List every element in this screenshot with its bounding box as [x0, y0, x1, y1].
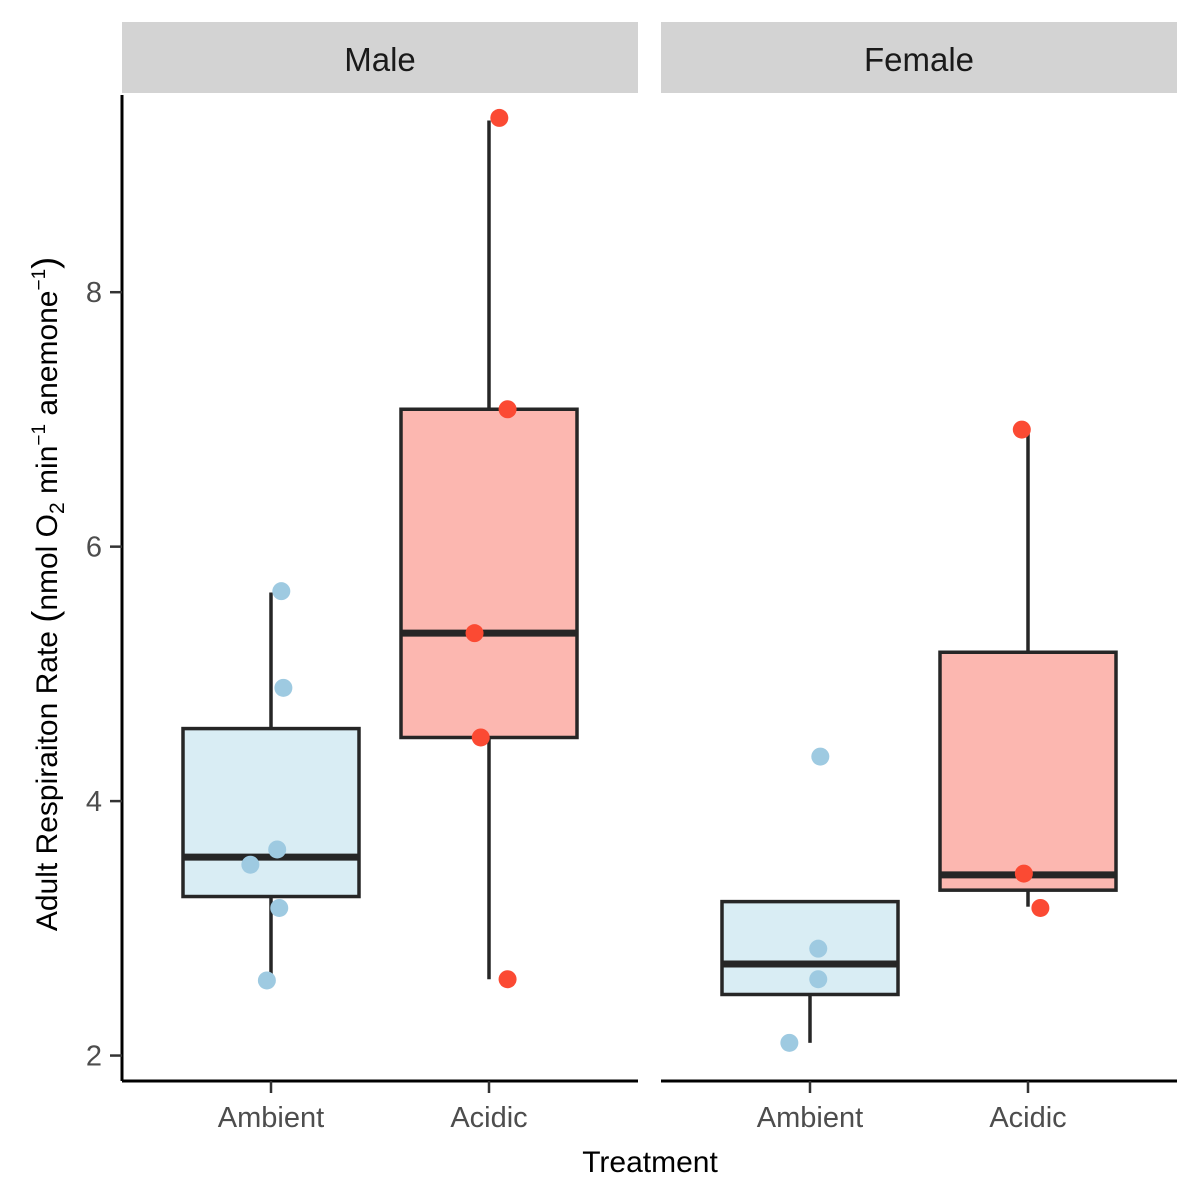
- y-tick-label: 4: [86, 786, 102, 818]
- data-point: [490, 108, 509, 127]
- data-point: [780, 1033, 799, 1052]
- y-title-min: min: [31, 446, 64, 503]
- data-point: [241, 855, 260, 874]
- facet-label: Male: [344, 41, 416, 78]
- y-tick-label: 8: [86, 277, 102, 309]
- box-group: [399, 108, 579, 989]
- panel-female: [720, 420, 1118, 1052]
- facet-strip-male: [122, 22, 638, 93]
- facet-strips: Male Female: [122, 22, 1177, 93]
- data-point: [1031, 898, 1050, 917]
- x-axis-title: Treatment: [582, 1146, 718, 1179]
- y-title-anemone: anemone: [31, 290, 64, 423]
- data-point: [809, 939, 828, 958]
- data-point: [811, 747, 830, 766]
- y-axis-title: Adult Respiraiton Rate (nmol O2 min−1 an…: [24, 257, 69, 931]
- facet-panels: [181, 108, 1118, 1052]
- data-point: [257, 971, 276, 990]
- data-point: [270, 898, 289, 917]
- data-point: [274, 678, 293, 697]
- x-tick-label: Ambient: [218, 1102, 324, 1134]
- data-point: [1012, 420, 1031, 439]
- data-point: [498, 970, 517, 989]
- data-point: [498, 400, 517, 419]
- x-tick-label: Acidic: [450, 1102, 527, 1134]
- x-axis: Ambient Acidic Ambient Acidic: [122, 1079, 1177, 1134]
- box-group: [181, 582, 361, 990]
- box-group: [938, 420, 1118, 917]
- y-title-pre: Adult Respiraiton Rate: [31, 623, 64, 932]
- facet-label: Female: [864, 41, 974, 78]
- y-title-nmol: nmol O: [31, 514, 64, 611]
- y-tick-label: 6: [86, 532, 102, 564]
- x-tick-label: Ambient: [757, 1102, 863, 1134]
- panel-male: [181, 108, 579, 990]
- iqr-box: [938, 650, 1118, 892]
- data-point: [809, 970, 828, 989]
- iqr-box: [399, 407, 579, 740]
- y-axis: 2 4 6 8: [86, 95, 124, 1081]
- data-point: [268, 840, 287, 859]
- x-tick-label: Acidic: [989, 1102, 1066, 1134]
- y-title-paren-close: ): [24, 257, 65, 269]
- data-point: [471, 728, 490, 747]
- iqr-box: [181, 726, 361, 899]
- data-point: [272, 582, 291, 601]
- facet-strip-female: [661, 22, 1177, 93]
- data-point: [465, 624, 484, 643]
- y-title-paren-open: (: [24, 611, 65, 623]
- y-tick-label: 2: [86, 1041, 102, 1073]
- box-group: [720, 747, 900, 1052]
- y-title-sub: 2: [46, 502, 69, 514]
- y-title-sup2: −1: [29, 269, 50, 291]
- data-point: [1014, 864, 1033, 883]
- y-title-sup1: −1: [29, 424, 50, 446]
